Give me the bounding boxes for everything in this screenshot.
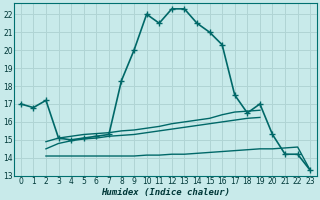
X-axis label: Humidex (Indice chaleur): Humidex (Indice chaleur) xyxy=(101,188,230,197)
